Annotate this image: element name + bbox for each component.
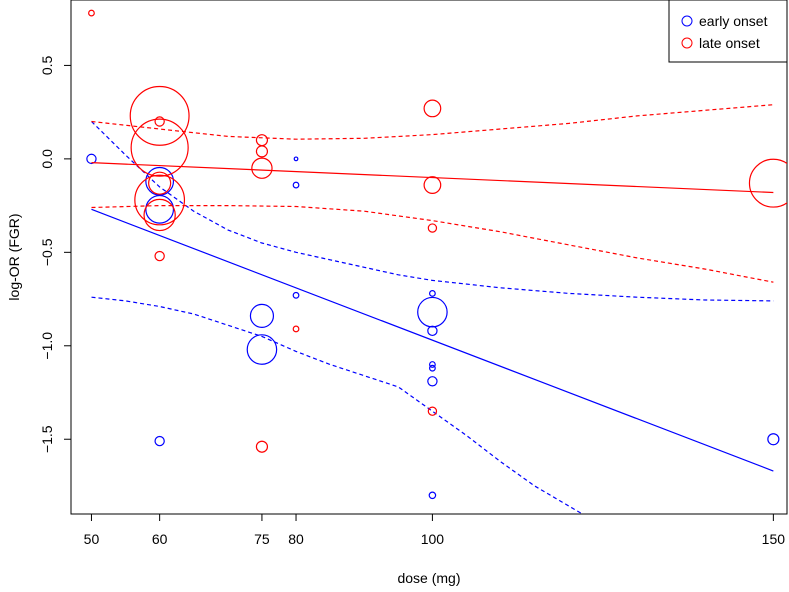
point-late-onset: [130, 118, 189, 177]
point-late-onset: [154, 116, 165, 127]
point-late-onset: [88, 9, 95, 17]
point-late-onset: [251, 157, 273, 179]
point-early-onset: [429, 361, 436, 368]
point-late-onset: [148, 171, 172, 195]
legend-label-late-onset: late onset: [699, 35, 760, 51]
point-early-onset: [246, 334, 278, 365]
point-early-onset: [428, 491, 437, 500]
x-tick-label: 50: [84, 531, 100, 547]
ci-lower-early-onset: [91, 296, 583, 514]
point-late-onset: [255, 145, 269, 158]
y-axis: −1.5 −1.0 −0.5 0.0 0.5: [39, 55, 71, 453]
ci-upper-early-onset: [91, 121, 774, 302]
point-late-onset: [134, 174, 186, 226]
point-early-onset: [429, 364, 436, 372]
point-early-onset: [292, 181, 300, 189]
point-early-onset: [292, 291, 300, 299]
y-tick-label: −0.5: [39, 238, 55, 266]
y-axis-title: log-OR (FGR): [6, 213, 22, 300]
y-tick-label: −1.0: [39, 332, 55, 360]
point-late-onset: [255, 440, 269, 453]
point-early-onset: [145, 194, 175, 224]
point-early-onset: [293, 156, 299, 162]
point-early-onset: [429, 290, 436, 297]
point-early-onset: [427, 325, 438, 337]
point-late-onset: [154, 250, 165, 262]
legend-box: [668, 0, 788, 63]
legend: early onset late onset: [668, 0, 788, 63]
point-late-onset: [423, 176, 442, 194]
point-late-onset: [423, 99, 442, 118]
point-early-onset: [767, 433, 780, 446]
legend-marker-early-onset: [681, 15, 693, 27]
point-late-onset: [748, 158, 787, 208]
fit-line-late-onset: [91, 162, 774, 194]
point-late-onset: [427, 406, 438, 416]
point-early-onset: [154, 435, 165, 447]
y-tick-label: 0.0: [39, 149, 55, 169]
point-early-onset: [249, 303, 275, 328]
point-late-onset: [255, 134, 269, 147]
point-late-onset: [427, 223, 438, 233]
plot-area-frame: [70, 0, 788, 515]
x-tick-label: 100: [421, 531, 445, 547]
x-axis: 50 60 75 80 100 150: [84, 513, 786, 547]
point-late-onset: [129, 85, 190, 146]
legend-label-early-onset: early onset: [699, 13, 768, 29]
fit-line-early-onset: [91, 208, 774, 472]
x-tick-label: 150: [762, 531, 786, 547]
y-tick-label: 0.5: [39, 55, 55, 75]
plot-content: [86, 9, 787, 514]
x-tick-label: 75: [254, 531, 270, 547]
ci-upper-late-onset: [91, 104, 774, 140]
point-early-onset: [86, 153, 97, 165]
point-early-onset: [427, 376, 438, 387]
x-tick-label: 80: [288, 531, 304, 547]
ci-lower-late-onset: [91, 205, 774, 283]
y-tick-label: −1.5: [39, 425, 55, 453]
legend-marker-late-onset: [681, 37, 693, 49]
x-tick-label: 60: [152, 531, 168, 547]
point-early-onset: [417, 296, 448, 328]
x-axis-title: dose (mg): [397, 570, 460, 586]
point-late-onset: [292, 325, 300, 333]
point-late-onset: [143, 198, 176, 232]
